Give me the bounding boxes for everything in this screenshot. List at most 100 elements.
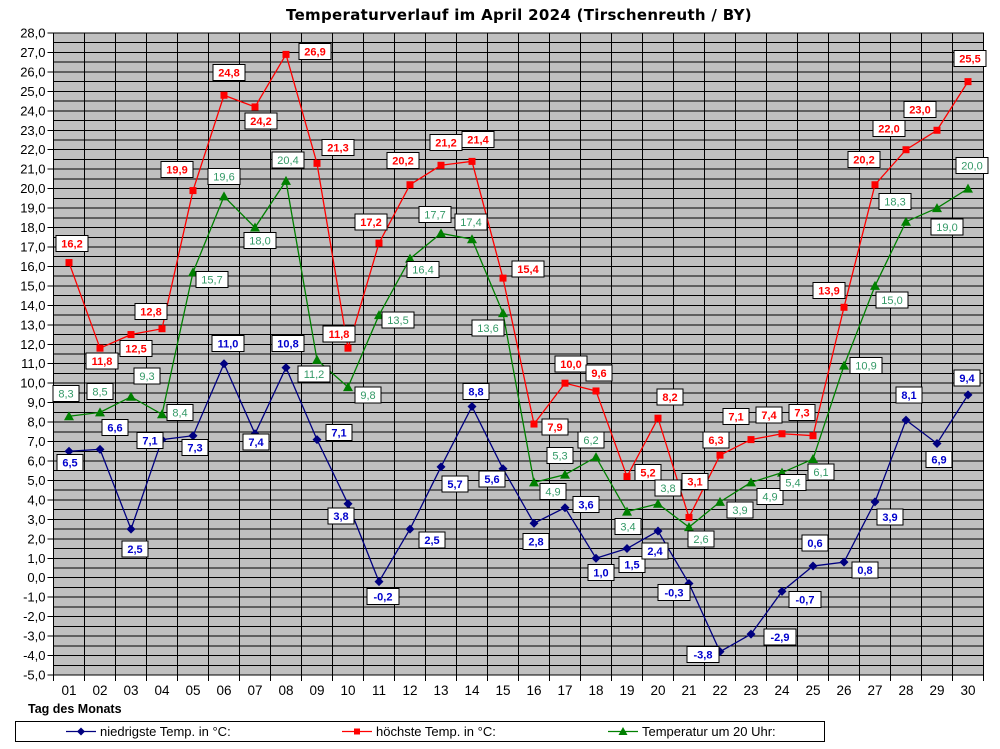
y-tick-label: 12,0 — [20, 337, 45, 352]
data-point-label-box — [212, 63, 246, 81]
legend-marker — [354, 728, 360, 735]
data-point-marker — [312, 435, 322, 445]
y-tick-label: 26,0 — [20, 64, 45, 79]
y-tick-label: 16,0 — [20, 259, 45, 274]
data-point-label: -2,9 — [771, 632, 790, 644]
data-point-label-box — [207, 167, 241, 185]
data-point-label-box — [656, 388, 684, 406]
x-tick-label: 19 — [619, 683, 634, 698]
data-point-marker — [871, 181, 879, 189]
data-point-marker — [65, 259, 73, 267]
y-tick-label: -2,0 — [23, 609, 45, 624]
data-point-label-box — [85, 352, 119, 370]
data-point-marker — [870, 497, 880, 507]
series-line — [68, 362, 969, 653]
data-point-marker — [344, 344, 352, 352]
data-point-marker — [219, 359, 229, 369]
series-labels-0: 6,5 6,6 2,5 7,1 7,3 11,0 7,4 10,8 7,1 3,8 -0,2 2,5 5… — [56, 335, 981, 664]
data-point-label-box — [726, 501, 754, 519]
x-tick-label: 28 — [898, 683, 913, 698]
data-point-marker — [436, 462, 446, 472]
data-point-label: 5,6 — [484, 474, 499, 486]
data-point-label: 13,6 — [477, 323, 498, 335]
x-tick-label: 06 — [216, 683, 231, 698]
data-point-label: 7,1 — [142, 436, 157, 448]
data-point-label: 2,5 — [424, 535, 439, 547]
data-point-label: 7,4 — [761, 410, 777, 422]
y-tick-label: 13,0 — [20, 317, 45, 332]
data-point-label-box — [386, 152, 420, 170]
data-point-label-box — [454, 213, 488, 231]
data-point-label-box — [325, 424, 353, 442]
legend: niedrigste Temp. in °C: höchste Temp. in… — [15, 721, 825, 742]
data-point-label: 9,8 — [360, 390, 375, 402]
data-point-label-box — [418, 205, 452, 223]
data-point-marker — [746, 477, 756, 487]
data-point-marker — [529, 518, 539, 528]
data-point-label: 25,5 — [959, 54, 980, 66]
data-point-marker — [839, 557, 849, 567]
data-point-marker — [126, 391, 136, 401]
data-point-label-box — [546, 447, 574, 465]
x-tick-label: 27 — [867, 683, 882, 698]
data-point-label-box — [755, 406, 783, 424]
data-point-label-box — [298, 42, 332, 60]
y-tick-label: 18,0 — [20, 220, 45, 235]
series-line — [68, 179, 969, 528]
series-labels-1: 16,2 11,8 12,5 12,8 19,9 24,8 24,2 26,9 21,3 11,8… — [55, 42, 987, 490]
data-point-label-box — [511, 260, 545, 278]
data-point-label-box — [903, 100, 937, 118]
y-tick-label: 1,0 — [27, 551, 45, 566]
y-tick-label: 11,0 — [21, 356, 45, 371]
data-point-marker — [716, 451, 724, 459]
data-point-marker — [437, 161, 445, 169]
data-point-label-box — [366, 588, 400, 606]
y-tick-label: 15,0 — [20, 278, 45, 293]
x-tick-label: 23 — [743, 683, 758, 698]
data-point-marker — [281, 363, 291, 373]
data-point-label-box — [953, 369, 981, 387]
data-point-label-box — [271, 151, 305, 169]
y-tick-label: 23,0 — [20, 123, 45, 138]
data-point-marker — [95, 444, 105, 454]
data-point-label: 2,5 — [127, 544, 142, 556]
data-point-marker — [901, 415, 911, 425]
x-tick-label: 26 — [836, 683, 851, 698]
y-tick-label: 7,0 — [27, 434, 45, 449]
data-point-label-box — [930, 218, 964, 236]
data-point-label-box — [657, 584, 691, 602]
x-tick-label: 03 — [123, 683, 138, 698]
data-point-label: 16,2 — [61, 239, 82, 251]
data-point-label-box — [722, 408, 750, 426]
data-point-label-box — [681, 472, 709, 490]
data-point-marker — [529, 477, 539, 487]
data-point-label-box — [462, 383, 490, 401]
data-point-label: 26,9 — [304, 46, 325, 58]
data-point-label-box — [418, 531, 446, 549]
data-point-marker — [653, 498, 663, 508]
data-point-label-box — [297, 365, 331, 383]
data-point-marker — [96, 344, 104, 352]
y-tick-label: 8,0 — [27, 415, 45, 430]
data-point-label-box — [614, 518, 642, 536]
data-point-label-box — [875, 291, 909, 309]
y-tick-label: -5,0 — [23, 667, 45, 682]
y-tick-label: -4,0 — [23, 648, 45, 663]
x-tick-label: 04 — [154, 683, 170, 698]
data-point-marker — [622, 506, 632, 516]
data-point-label-box — [56, 453, 84, 471]
data-point-label: 5,3 — [552, 451, 567, 463]
data-point-label: 8,5 — [92, 386, 107, 398]
data-point-label: 3,8 — [333, 511, 348, 523]
data-point-marker — [592, 387, 600, 395]
data-point-label: 23,0 — [909, 104, 930, 116]
y-tick-label: 21,0 — [20, 162, 45, 177]
data-point-label: 9,6 — [591, 368, 606, 380]
data-point-marker — [685, 513, 693, 521]
data-point-label: 16,4 — [412, 265, 433, 277]
x-tick-label: 01 — [61, 683, 76, 698]
data-point-label: 7,1 — [728, 412, 743, 424]
x-tick-label: 24 — [774, 683, 790, 698]
series-line — [68, 52, 969, 520]
